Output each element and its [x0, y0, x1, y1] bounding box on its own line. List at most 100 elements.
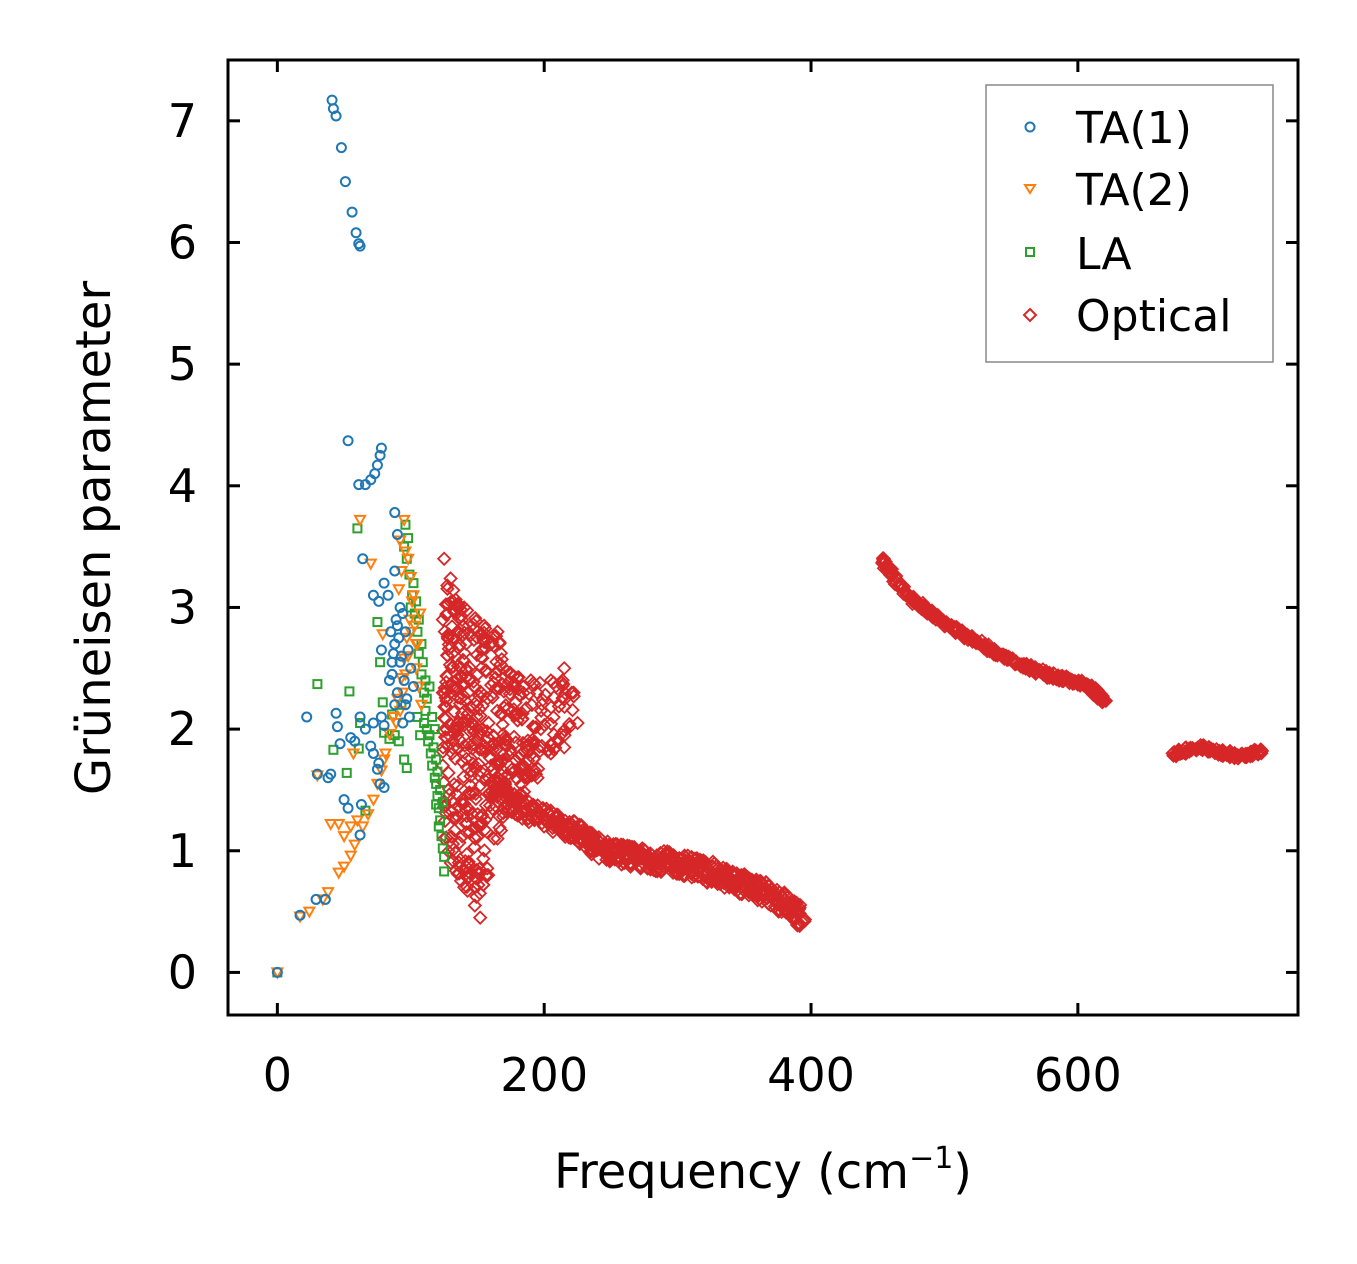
optical-point	[520, 743, 535, 758]
optical-point	[450, 690, 466, 705]
legend-marker-optical	[1022, 307, 1038, 323]
optical-point	[506, 729, 522, 745]
ta2-point	[392, 584, 406, 597]
ta1-point	[349, 735, 361, 747]
optical-point	[464, 806, 480, 821]
ta1-point	[389, 507, 401, 519]
ta1-point	[405, 662, 417, 674]
optical-point	[445, 740, 461, 756]
optical-point	[445, 836, 461, 852]
la-point	[433, 821, 444, 832]
optical-point	[566, 685, 581, 700]
la-point	[431, 754, 442, 765]
optical-point	[523, 673, 539, 688]
legend: TA(1) TA(2) LA Optical	[985, 84, 1274, 363]
optical-point	[528, 720, 544, 735]
ta1-point	[367, 589, 379, 601]
optical-point	[530, 770, 545, 786]
optical-point	[438, 805, 453, 820]
optical-point	[446, 704, 462, 720]
optical-point	[451, 600, 466, 616]
ta1-point	[338, 794, 350, 806]
ta1-point	[357, 553, 369, 565]
optical-point	[447, 604, 463, 620]
ta1-point	[325, 768, 337, 780]
optical-point	[473, 708, 488, 724]
la-point	[419, 687, 430, 698]
ta1-point	[353, 479, 365, 491]
ta1-point	[389, 565, 401, 577]
ta1-point	[383, 674, 395, 686]
ta1-point	[301, 711, 313, 723]
la-point	[439, 866, 450, 877]
optical-point	[472, 910, 488, 925]
optical-point	[454, 792, 470, 808]
optical-point	[537, 717, 552, 733]
la-point	[429, 772, 440, 783]
ta1-point	[397, 608, 409, 620]
optical-point	[435, 612, 451, 627]
la-point	[428, 742, 439, 753]
ta1-point	[330, 707, 342, 719]
optical-point	[509, 707, 525, 723]
optical-point	[794, 914, 810, 929]
optical-point	[490, 624, 505, 640]
ta2-point	[390, 693, 405, 706]
optical-point	[575, 823, 590, 838]
ta2-point	[324, 819, 338, 832]
optical-point	[491, 680, 506, 696]
optical-point	[509, 771, 525, 786]
ta1-point	[391, 687, 403, 699]
la-point	[432, 766, 443, 777]
ta2-point	[409, 638, 423, 652]
optical-point	[450, 866, 465, 882]
ta1-point	[397, 717, 409, 729]
optical-point	[533, 721, 549, 737]
legend-marker-ta1	[1024, 121, 1036, 133]
optical-point	[438, 597, 454, 612]
optical-point	[450, 658, 466, 674]
ta2-point	[337, 831, 351, 844]
optical-point	[609, 837, 625, 852]
optical-point	[556, 661, 572, 676]
optical-point	[453, 691, 469, 706]
la-point	[377, 697, 388, 708]
optical-point	[445, 582, 461, 598]
optical-point	[468, 820, 484, 836]
optical-point	[447, 751, 463, 766]
optical-point	[484, 634, 500, 650]
optical-point	[508, 806, 523, 822]
optical-point	[459, 879, 475, 895]
legend-label-ta1: TA(1)	[1075, 103, 1192, 154]
la-point	[352, 523, 363, 534]
ta1-point	[335, 142, 347, 154]
optical-point	[462, 671, 478, 686]
optical-point	[1097, 692, 1112, 708]
optical-point	[516, 679, 531, 695]
optical-point	[449, 716, 465, 732]
ta2-point	[408, 620, 422, 633]
ta1-point	[390, 614, 402, 626]
x-tick-label: 0	[263, 1048, 292, 1102]
optical-point	[455, 829, 470, 844]
optical-point	[449, 808, 465, 824]
optical-point	[467, 610, 483, 626]
data-points-layer	[270, 94, 1270, 980]
ta2-point	[396, 687, 410, 700]
ta1-point	[373, 757, 385, 769]
optical-point	[556, 740, 572, 755]
optical-point	[465, 715, 480, 731]
optical-point	[555, 678, 570, 694]
optical-point	[497, 730, 513, 745]
optical-point	[486, 831, 502, 846]
ta1-point	[382, 589, 394, 601]
optical-point	[456, 769, 471, 785]
ta1-point	[371, 459, 383, 471]
ta1-point	[393, 632, 405, 644]
ta2-point	[337, 861, 351, 874]
optical-point	[511, 681, 526, 697]
ta1-point	[271, 966, 283, 978]
la-point	[419, 718, 430, 729]
y-axis-title: Grüneisen parameter	[66, 281, 122, 796]
ta1-point	[339, 176, 351, 188]
